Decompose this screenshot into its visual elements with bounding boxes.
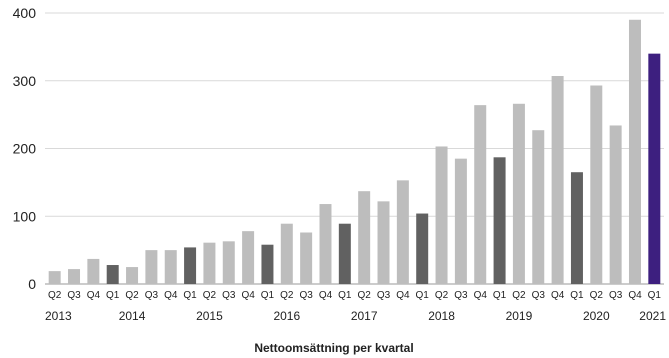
year-tick-label: 2021: [639, 309, 666, 323]
bar: [435, 146, 448, 284]
quarter-tick-label: Q4: [164, 290, 178, 301]
bar: [319, 204, 332, 284]
quarter-tick-label: Q2: [125, 290, 139, 301]
year-tick-label: 2015: [196, 309, 223, 323]
quarter-tick-label: Q1: [106, 290, 120, 301]
quarter-tick-label: Q1: [338, 290, 352, 301]
bar: [68, 269, 81, 284]
y-tick-label: 100: [13, 208, 37, 224]
quarter-tick-label: Q4: [396, 290, 410, 301]
bar: [628, 19, 641, 285]
quarter-tick-label: Q3: [299, 290, 313, 301]
bar: [222, 241, 235, 284]
quarter-tick-label: Q1: [493, 290, 507, 301]
bar: [512, 103, 525, 284]
quarter-tick-label: Q2: [358, 290, 372, 301]
bars: [48, 19, 661, 285]
bar: [145, 250, 158, 284]
quarter-tick-label: Q4: [474, 290, 488, 301]
quarter-tick-label: Q3: [532, 290, 546, 301]
year-tick-label: 2018: [428, 309, 455, 323]
year-tick-label: 2013: [45, 309, 72, 323]
bar: [570, 172, 583, 284]
quarter-tick-label: Q2: [435, 290, 449, 301]
quarter-tick-label: Q1: [261, 290, 275, 301]
quarter-tick-label: Q3: [222, 290, 236, 301]
y-tick-label: 0: [28, 276, 36, 292]
quarter-tick-label: Q3: [609, 290, 623, 301]
bar: [551, 76, 564, 284]
quarter-tick-label: Q1: [648, 290, 662, 301]
quarter-tick-label: Q3: [377, 290, 391, 301]
quarter-tick-label: Q2: [203, 290, 217, 301]
quarter-tick-label: Q1: [183, 290, 197, 301]
bar: [416, 213, 429, 284]
bar: [280, 223, 293, 284]
bar: [396, 180, 409, 284]
quarter-tick-label: Q2: [280, 290, 294, 301]
bar: [532, 130, 545, 284]
bar: [338, 223, 351, 284]
bar: [261, 244, 274, 284]
bar: [106, 265, 119, 284]
year-tick-labels: 2013 2014 2015 2016 2017 2018 2019 2020 2021: [45, 309, 666, 323]
y-tick-label: 300: [13, 73, 37, 89]
year-tick-label: 2020: [583, 309, 610, 323]
bar: [454, 158, 467, 284]
bar: [300, 232, 313, 284]
y-axis-ticks: 0 100 200 300 400: [13, 5, 37, 292]
quarter-tick-label: Q2: [48, 290, 62, 301]
quarter-tick-label: Q1: [416, 290, 430, 301]
quarter-tick-label: Q3: [145, 290, 159, 301]
quarter-tick-label: Q4: [551, 290, 565, 301]
quarter-tick-label: Q2: [512, 290, 526, 301]
quarter-tick-label: Q3: [67, 290, 81, 301]
quarter-tick-label: Q2: [590, 290, 604, 301]
bar: [590, 85, 603, 285]
bar: [242, 231, 255, 284]
x-axis-title: Nettoomsättning per kvartal: [254, 341, 413, 355]
year-tick-label: 2014: [119, 309, 146, 323]
bar: [609, 125, 622, 284]
bar: [358, 191, 371, 284]
bar: [164, 250, 177, 284]
year-tick-label: 2016: [273, 309, 300, 323]
quarter-tick-label: Q4: [241, 290, 255, 301]
bar: [87, 258, 100, 284]
bar: [377, 201, 390, 284]
quarter-tick-label: Q4: [87, 290, 101, 301]
y-tick-label: 400: [13, 5, 37, 21]
year-tick-label: 2019: [506, 309, 533, 323]
quarter-tick-label: Q1: [570, 290, 584, 301]
quarter-tick-label: Q4: [319, 290, 333, 301]
y-tick-label: 200: [13, 141, 37, 157]
quarter-tick-label: Q3: [454, 290, 468, 301]
bar: [203, 242, 216, 284]
bar: [493, 157, 506, 284]
year-tick-label: 2017: [351, 309, 378, 323]
quarter-tick-label: Q4: [628, 290, 642, 301]
quarter-tick-labels: Q2 Q3 Q4 Q1 Q2 Q3 Q4 Q1 Q2 Q3 Q4 Q1 Q2 Q3 Q4 Q1 Q2 Q3 Q4 Q1…: [48, 290, 661, 301]
bar: [48, 271, 61, 284]
bar: [184, 247, 197, 284]
bar: [474, 105, 487, 284]
bar: [648, 53, 661, 285]
bar: [126, 267, 139, 284]
